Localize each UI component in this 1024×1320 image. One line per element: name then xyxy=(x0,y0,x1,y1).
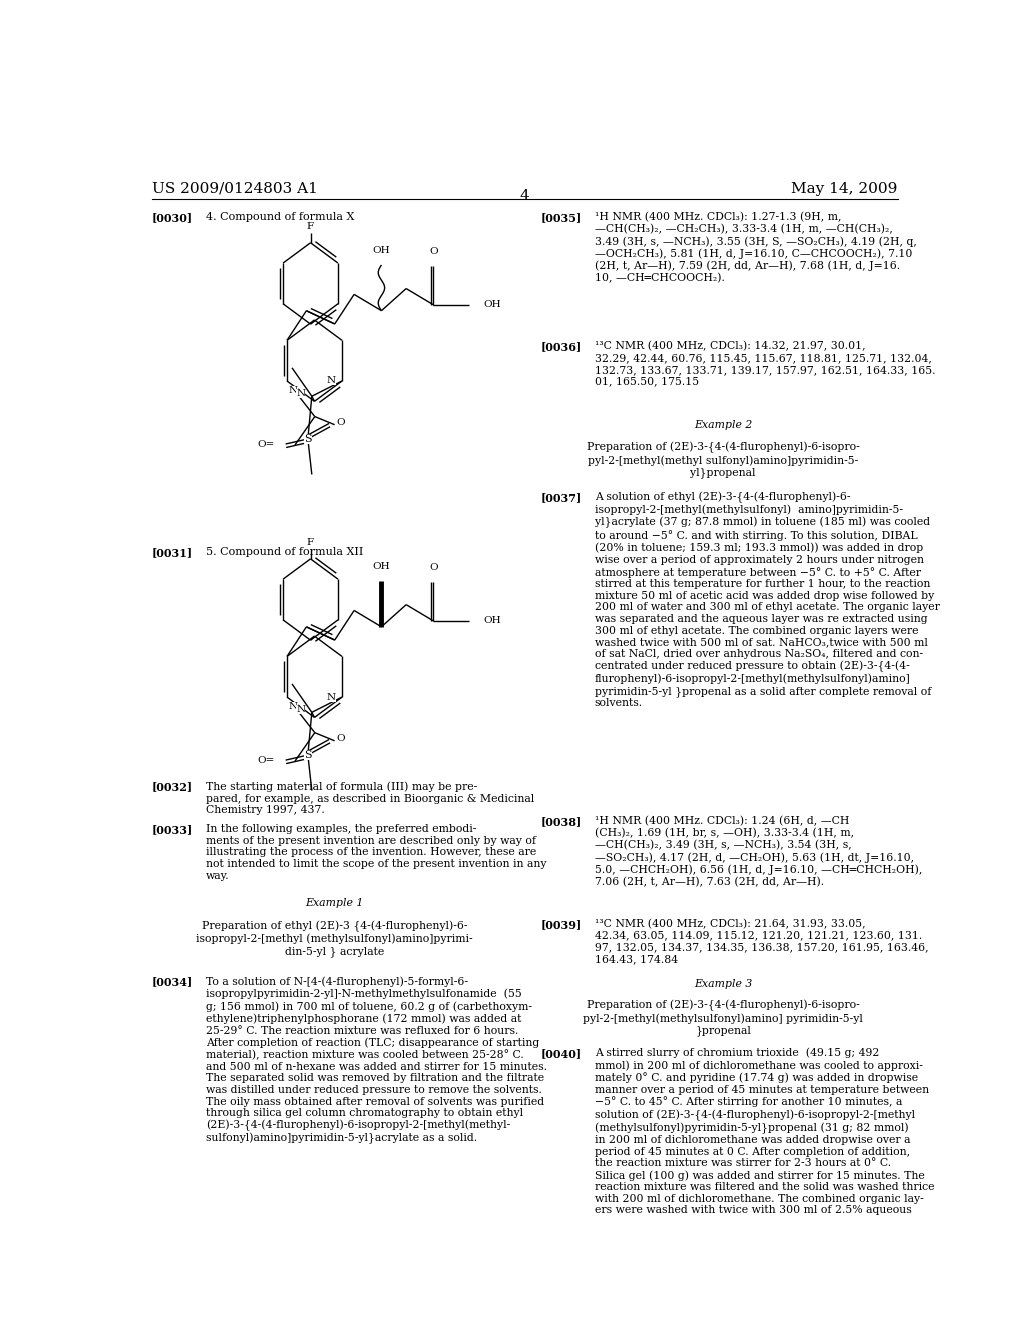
Text: [0031]: [0031] xyxy=(152,546,193,557)
Text: F: F xyxy=(307,539,314,546)
Text: S: S xyxy=(304,434,311,444)
Text: N: N xyxy=(289,385,298,395)
Text: Example 1: Example 1 xyxy=(305,899,364,908)
Text: 5. Compound of formula XII: 5. Compound of formula XII xyxy=(206,546,364,557)
Text: N: N xyxy=(296,705,305,714)
Text: ¹H NMR (400 MHz. CDCl₃): 1.27-1.3 (9H, m,
—CH(CH₃)₂, —CH₂CH₃), 3.33-3.4 (1H, m, : ¹H NMR (400 MHz. CDCl₃): 1.27-1.3 (9H, m… xyxy=(595,213,916,284)
Text: [0037]: [0037] xyxy=(541,492,582,503)
Text: N: N xyxy=(296,388,305,397)
Text: [0030]: [0030] xyxy=(152,213,193,223)
Text: Example 3: Example 3 xyxy=(694,978,753,989)
Text: [0040]: [0040] xyxy=(541,1048,582,1059)
Text: Preparation of (2E)-3-{4-(4-flurophenyl)-6-isopro-
pyl-2-[methyl(methyl sulfonyl: Preparation of (2E)-3-{4-(4-flurophenyl)… xyxy=(587,442,859,478)
Text: The starting material of formula (III) may be pre-
pared, for example, as descri: The starting material of formula (III) m… xyxy=(206,781,535,816)
Text: N: N xyxy=(327,376,336,385)
Text: Preparation of ethyl (2E)-3 {4-(4-flurophenyl)-6-
isopropyl-2-[methyl (methylsul: Preparation of ethyl (2E)-3 {4-(4-flurop… xyxy=(196,921,473,957)
Text: N: N xyxy=(289,702,298,711)
Text: Example 2: Example 2 xyxy=(694,420,753,429)
Text: O: O xyxy=(429,247,438,256)
Text: N: N xyxy=(327,693,336,702)
Text: [0033]: [0033] xyxy=(152,824,194,836)
Text: Preparation of (2E)-3-{4-(4-flurophenyl)-6-isopro-
pyl-2-[methyl(methylsulfonyl): Preparation of (2E)-3-{4-(4-flurophenyl)… xyxy=(584,1001,863,1036)
Text: F: F xyxy=(307,222,314,231)
Text: O=: O= xyxy=(257,440,274,449)
Text: OH: OH xyxy=(483,301,501,309)
Text: OH: OH xyxy=(373,562,390,570)
Text: A solution of ethyl (2E)-3-{4-(4-flurophenyl)-6-
isopropyl-2-[methyl(methylsulfo: A solution of ethyl (2E)-3-{4-(4-fluroph… xyxy=(595,492,939,708)
Text: [0032]: [0032] xyxy=(152,781,193,792)
Text: ¹³C NMR (400 MHz, CDCl₃): 14.32, 21.97, 30.01,
32.29, 42.44, 60.76, 115.45, 115.: ¹³C NMR (400 MHz, CDCl₃): 14.32, 21.97, … xyxy=(595,342,935,387)
Text: OH: OH xyxy=(373,246,390,255)
Text: O: O xyxy=(337,734,345,743)
Text: O: O xyxy=(337,418,345,428)
Text: To a solution of N-[4-(4-flurophenyl)-5-formyl-6-
isopropylpyrimidin-2-yl]-N-met: To a solution of N-[4-(4-flurophenyl)-5-… xyxy=(206,977,547,1144)
Text: [0039]: [0039] xyxy=(541,919,582,929)
Text: A stirred slurry of chromium trioxide  (49.15 g; 492
mmol) in 200 ml of dichloro: A stirred slurry of chromium trioxide (4… xyxy=(595,1048,934,1216)
Text: [0038]: [0038] xyxy=(541,816,582,828)
Text: ¹H NMR (400 MHz. CDCl₃): 1.24 (6H, d, —CH
(CH₃)₂, 1.69 (1H, br, s, —OH), 3.33-3.: ¹H NMR (400 MHz. CDCl₃): 1.24 (6H, d, —C… xyxy=(595,816,922,887)
Text: May 14, 2009: May 14, 2009 xyxy=(792,182,898,195)
Text: O: O xyxy=(429,564,438,572)
Text: In the following examples, the preferred embodi-
ments of the present invention : In the following examples, the preferred… xyxy=(206,824,546,880)
Text: 4. Compound of formula X: 4. Compound of formula X xyxy=(206,213,354,222)
Text: [0036]: [0036] xyxy=(541,342,582,352)
Text: [0034]: [0034] xyxy=(152,977,194,987)
Text: [0035]: [0035] xyxy=(541,213,582,223)
Text: US 2009/0124803 A1: US 2009/0124803 A1 xyxy=(152,182,317,195)
Text: O=: O= xyxy=(257,755,274,764)
Text: S: S xyxy=(304,750,311,760)
Text: OH: OH xyxy=(483,616,501,626)
Text: 4: 4 xyxy=(520,189,529,203)
Text: ¹³C NMR (400 MHz, CDCl₃): 21.64, 31.93, 33.05,
42.34, 63.05, 114.09, 115.12, 121: ¹³C NMR (400 MHz, CDCl₃): 21.64, 31.93, … xyxy=(595,919,929,964)
